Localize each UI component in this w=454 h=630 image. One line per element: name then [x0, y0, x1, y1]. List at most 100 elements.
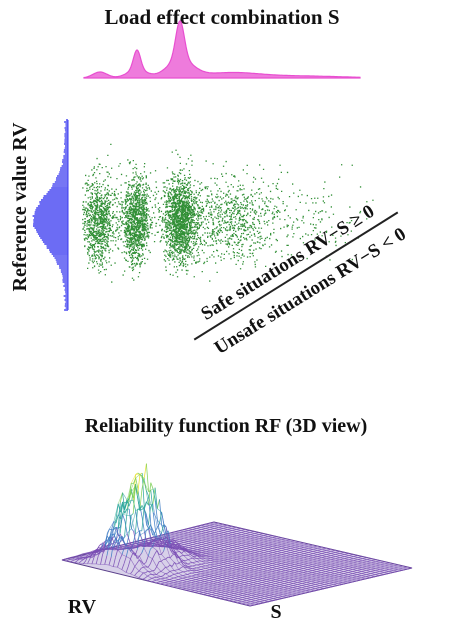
- rf-mesh-line: [334, 571, 340, 573]
- rf-mesh-line: [294, 553, 300, 555]
- rf-mesh-line: [250, 553, 255, 556]
- rf-mesh-line: [148, 527, 152, 539]
- rf-mesh-line: [269, 592, 275, 595]
- rf-mesh-line: [303, 542, 309, 545]
- rf-mesh-line: [281, 543, 287, 546]
- rf-mesh-line: [370, 571, 376, 573]
- rf-mesh-line: [194, 590, 200, 592]
- rf-mesh-line: [200, 573, 206, 576]
- rf-mesh-line: [121, 554, 127, 557]
- rf-mesh-line: [283, 591, 288, 594]
- rf-mesh-line: [152, 569, 155, 572]
- rf-mesh-line: [320, 580, 325, 583]
- rf-mesh-line: [317, 545, 323, 548]
- rf-mesh-line: [201, 539, 207, 542]
- rf-mesh-line: [254, 604, 257, 606]
- rf-mesh-line: [285, 555, 291, 558]
- rf-mesh-line: [175, 546, 180, 548]
- rf-mesh-line: [277, 551, 282, 553]
- rf-mesh-line: [61, 559, 67, 562]
- rf-mesh-line: [170, 545, 176, 547]
- rf-mesh-line: [186, 579, 192, 581]
- rf-mesh-line: [295, 546, 300, 549]
- rf-mesh-line: [185, 559, 189, 561]
- rf-mesh-line: [294, 542, 300, 545]
- rf-mesh-line: [228, 552, 233, 555]
- rf-mesh-line: [233, 597, 238, 599]
- rf-mesh-line: [205, 534, 211, 537]
- rf-mesh-line: [186, 585, 191, 588]
- rf-mesh-line: [348, 561, 354, 564]
- rf-mesh-line: [196, 574, 201, 577]
- rf-mesh-line: [178, 579, 183, 581]
- rf-mesh-line: [290, 539, 296, 542]
- rf-mesh-line: [262, 573, 268, 576]
- rf-mesh-line: [263, 560, 268, 563]
- rf-mesh-line: [370, 576, 373, 579]
- rf-mesh-line: [330, 551, 336, 553]
- rf-mesh-line: [352, 571, 358, 573]
- rf-mesh-line: [179, 548, 185, 551]
- rf-mesh-line: [393, 571, 396, 573]
- rf-mesh-line: [293, 583, 298, 585]
- rf-mesh-line: [157, 545, 163, 548]
- rf-mesh-line: [357, 557, 363, 559]
- rf-mesh-line: [161, 534, 167, 537]
- rf-mesh-line: [137, 474, 141, 495]
- rf-mesh-line: [241, 530, 246, 532]
- rf-mesh-line: [170, 546, 176, 549]
- rf-mesh-line: [232, 564, 237, 566]
- rf-mesh-line: [214, 538, 220, 541]
- rf-mesh-line: [321, 568, 326, 570]
- rf-mesh-line: [256, 587, 262, 590]
- rf-mesh-line: [380, 564, 385, 567]
- rf-mesh-line: [232, 538, 238, 541]
- rf-mesh-line: [143, 547, 149, 557]
- rf-mesh-line: [219, 546, 224, 548]
- rf-mesh-line: [179, 556, 184, 561]
- rf-mesh-line: [280, 571, 286, 574]
- rf-mesh-line: [312, 572, 317, 575]
- rf-mesh-line: [250, 542, 255, 545]
- rf-mesh-line: [270, 588, 275, 591]
- rf-mesh-line: [339, 553, 345, 555]
- rf-mesh-line: [117, 501, 123, 515]
- rf-mesh-line: [200, 525, 206, 527]
- rf-mesh-line: [326, 560, 331, 563]
- rf-mesh-line: [183, 531, 189, 534]
- rf-mesh-line: [201, 554, 207, 556]
- rf-mesh-line: [316, 569, 322, 571]
- rf-mesh-line: [321, 566, 326, 568]
- rf-mesh-line: [245, 563, 251, 565]
- rf-mesh-line: [285, 561, 291, 564]
- rf-mesh-line: [250, 549, 255, 551]
- rf-mesh-line: [155, 582, 161, 585]
- rf-mesh-line: [284, 578, 290, 581]
- rf-mesh-line: [384, 565, 390, 568]
- rf-mesh-line: [119, 554, 123, 560]
- rf-mesh-line: [236, 558, 242, 561]
- rf-mesh-line: [245, 571, 250, 574]
- rf-mesh-line: [192, 548, 198, 550]
- rf-mesh-line: [312, 559, 318, 562]
- rf-mesh-line: [308, 545, 314, 548]
- rf-mesh-line: [276, 559, 282, 562]
- rf-mesh-line: [371, 566, 376, 569]
- rf-mesh-line: [218, 576, 223, 578]
- rf-mesh-line: [276, 536, 282, 538]
- rf-mesh-line: [194, 592, 199, 594]
- rf-mesh-line: [380, 566, 385, 569]
- rf-mesh-line: [330, 561, 336, 564]
- rf-mesh-line: [285, 559, 291, 562]
- rf-mesh-line: [339, 568, 344, 570]
- rf-mesh-line: [344, 556, 349, 558]
- rf-mesh-line: [236, 539, 242, 542]
- rf-mesh-line: [157, 542, 163, 545]
- rf-mesh-line: [144, 482, 149, 492]
- rf-mesh-line: [187, 559, 193, 563]
- rf-mesh-line: [166, 546, 171, 548]
- rf-mesh-line: [188, 532, 193, 535]
- rf-mesh-line: [250, 551, 255, 553]
- rf-mesh-line: [357, 561, 363, 564]
- rf-mesh-line: [210, 542, 215, 544]
